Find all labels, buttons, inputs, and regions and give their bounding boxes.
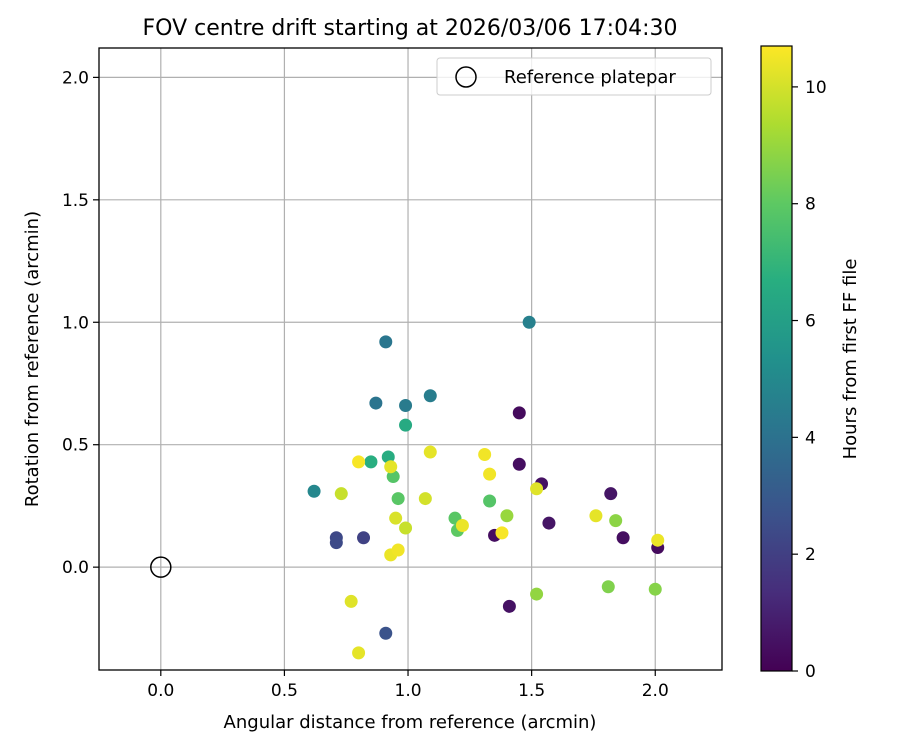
scatter-point <box>344 594 358 608</box>
scatter-point <box>399 521 413 535</box>
colorbar-tick-label: 8 <box>805 195 816 215</box>
scatter-point <box>384 460 398 474</box>
scatter-point <box>391 492 405 506</box>
reference-platepar-point <box>150 556 172 578</box>
scatter-point <box>423 389 437 403</box>
x-tick-label: 0.0 <box>147 681 174 701</box>
scatter-point <box>329 536 343 550</box>
scatter-point <box>386 470 400 484</box>
colorbar: 0 2 4 6 8 10 Hours from first FF file <box>760 45 861 682</box>
scatter-point <box>530 482 544 496</box>
colorbar-ticks: 0 2 4 6 8 10 <box>792 78 827 682</box>
scatter-point <box>455 519 469 533</box>
x-tick-label: 0.5 <box>271 681 298 701</box>
scatter-point <box>495 526 509 540</box>
scatter-point <box>648 582 662 596</box>
scatter-point <box>651 533 665 547</box>
scatter-point <box>512 406 526 420</box>
scatter-point <box>542 516 556 530</box>
colorbar-tick-label: 10 <box>805 78 827 98</box>
y-tick-label: 0.5 <box>62 436 89 456</box>
scatter-points <box>307 315 665 660</box>
scatter-point <box>478 448 492 462</box>
x-tick-label: 2.0 <box>642 681 669 701</box>
colorbar-tick-label: 2 <box>805 545 816 565</box>
y-axis-label: Rotation from reference (arcmin) <box>22 211 43 507</box>
legend-box <box>436 57 712 96</box>
plot-area: 0.0 0.5 1.0 1.5 2.0 0.0 0.5 1.0 1.5 2.0 <box>62 47 723 701</box>
legend-marker <box>455 66 477 88</box>
scatter-point <box>604 487 618 501</box>
scatter-point <box>423 445 437 459</box>
x-tick-label: 1.5 <box>518 681 545 701</box>
colorbar-gradient <box>760 45 793 672</box>
legend-entry-reference-platepar: Reference platepar <box>504 67 676 88</box>
scatter-point <box>381 450 395 464</box>
scatter-point <box>609 514 623 528</box>
y-tick-label: 2.0 <box>62 68 89 88</box>
chart-title: FOV centre drift starting at 2026/03/06 … <box>143 16 678 41</box>
x-tick-label: 1.0 <box>395 681 422 701</box>
plot-frame <box>98 47 723 671</box>
gridlines <box>99 48 722 670</box>
scatter-point <box>483 494 497 508</box>
y-axis-ticks: 0.0 0.5 1.0 1.5 2.0 <box>62 68 99 578</box>
scatter-point <box>483 467 497 481</box>
x-axis-label: Angular distance from reference (arcmin) <box>224 712 597 733</box>
scatter-point <box>379 626 393 640</box>
scatter-point <box>530 587 544 601</box>
scatter-point <box>399 418 413 432</box>
scatter-point <box>502 599 516 613</box>
colorbar-tick-label: 4 <box>805 428 816 448</box>
scatter-point <box>357 531 371 545</box>
legend: Reference platepar <box>436 57 712 96</box>
colorbar-label: Hours from first FF file <box>840 259 861 460</box>
scatter-point <box>364 455 378 469</box>
scatter-point <box>334 487 348 501</box>
scatter-point <box>399 399 413 413</box>
scatter-point <box>352 455 366 469</box>
scatter-point <box>307 484 321 498</box>
scatter-point <box>352 646 366 660</box>
colorbar-tick-label: 6 <box>805 312 816 332</box>
colorbar-tick-label: 0 <box>805 662 816 682</box>
scatter-point <box>616 531 630 545</box>
scatter-point <box>589 509 603 523</box>
x-axis-ticks: 0.0 0.5 1.0 1.5 2.0 <box>147 670 669 701</box>
scatter-point <box>379 335 393 349</box>
scatter-point <box>389 511 403 525</box>
y-tick-label: 1.5 <box>62 191 89 211</box>
scatter-point <box>512 457 526 471</box>
y-tick-label: 0.0 <box>62 558 89 578</box>
scatter-point <box>522 315 536 329</box>
scatter-point <box>500 509 514 523</box>
scatter-point <box>418 492 432 506</box>
scatter-point <box>601 580 615 594</box>
scatter-point <box>391 543 405 557</box>
y-tick-label: 1.0 <box>62 313 89 333</box>
scatter-point <box>369 396 383 410</box>
